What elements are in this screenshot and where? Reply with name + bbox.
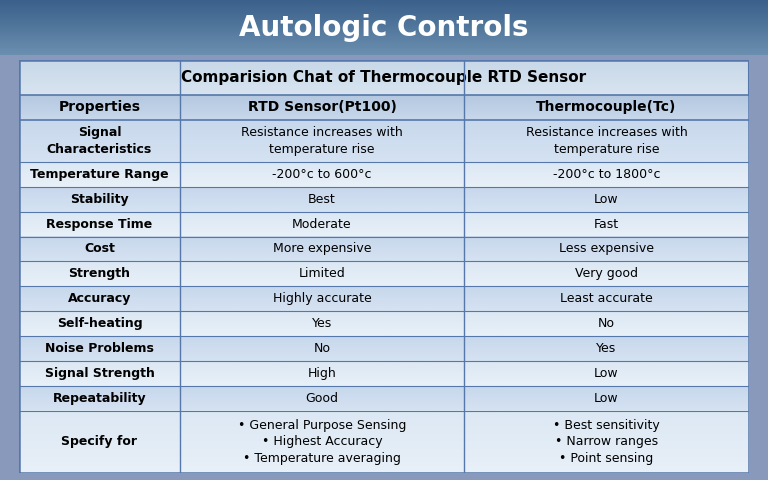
Text: Response Time: Response Time — [46, 217, 153, 230]
Text: Good: Good — [306, 392, 339, 405]
Text: Thermocouple(Tc): Thermocouple(Tc) — [536, 100, 677, 114]
Text: Autologic Controls: Autologic Controls — [240, 13, 528, 42]
Text: Signal
Characteristics: Signal Characteristics — [47, 126, 152, 156]
Text: Repeatability: Repeatability — [53, 392, 146, 405]
Text: Less expensive: Less expensive — [559, 242, 654, 255]
Text: Signal Strength: Signal Strength — [45, 367, 154, 380]
Text: -200°c to 600°c: -200°c to 600°c — [272, 168, 372, 181]
Text: RTD Sensor(Pt100): RTD Sensor(Pt100) — [247, 100, 396, 114]
Text: Specify for: Specify for — [61, 435, 137, 448]
Text: Least accurate: Least accurate — [560, 292, 653, 305]
Text: Low: Low — [594, 367, 619, 380]
Text: Resistance increases with
temperature rise: Resistance increases with temperature ri… — [525, 126, 687, 156]
Text: Temperature Range: Temperature Range — [30, 168, 169, 181]
Text: • Best sensitivity
• Narrow ranges
• Point sensing: • Best sensitivity • Narrow ranges • Poi… — [553, 419, 660, 465]
Text: Stability: Stability — [70, 193, 129, 206]
Text: • General Purpose Sensing
• Highest Accuracy
• Temperature averaging: • General Purpose Sensing • Highest Accu… — [238, 419, 406, 465]
Text: Resistance increases with
temperature rise: Resistance increases with temperature ri… — [241, 126, 403, 156]
Text: Limited: Limited — [299, 267, 346, 280]
Text: Low: Low — [594, 392, 619, 405]
Text: -200°c to 1800°c: -200°c to 1800°c — [553, 168, 660, 181]
Text: Properties: Properties — [58, 100, 141, 114]
Text: Cost: Cost — [84, 242, 115, 255]
Text: Best: Best — [308, 193, 336, 206]
Text: Comparision Chat of Thermocouple RTD Sensor: Comparision Chat of Thermocouple RTD Sen… — [181, 70, 587, 85]
Text: More expensive: More expensive — [273, 242, 371, 255]
Text: Low: Low — [594, 193, 619, 206]
Text: Fast: Fast — [594, 217, 619, 230]
Text: Strength: Strength — [68, 267, 131, 280]
Text: Noise Problems: Noise Problems — [45, 342, 154, 355]
Text: Highly accurate: Highly accurate — [273, 292, 372, 305]
Text: Accuracy: Accuracy — [68, 292, 131, 305]
Text: Very good: Very good — [575, 267, 638, 280]
Text: Yes: Yes — [312, 317, 332, 330]
Text: No: No — [598, 317, 615, 330]
Text: High: High — [308, 367, 336, 380]
Text: Self-heating: Self-heating — [57, 317, 142, 330]
Text: Yes: Yes — [597, 342, 617, 355]
Text: No: No — [313, 342, 330, 355]
Text: Moderate: Moderate — [292, 217, 352, 230]
